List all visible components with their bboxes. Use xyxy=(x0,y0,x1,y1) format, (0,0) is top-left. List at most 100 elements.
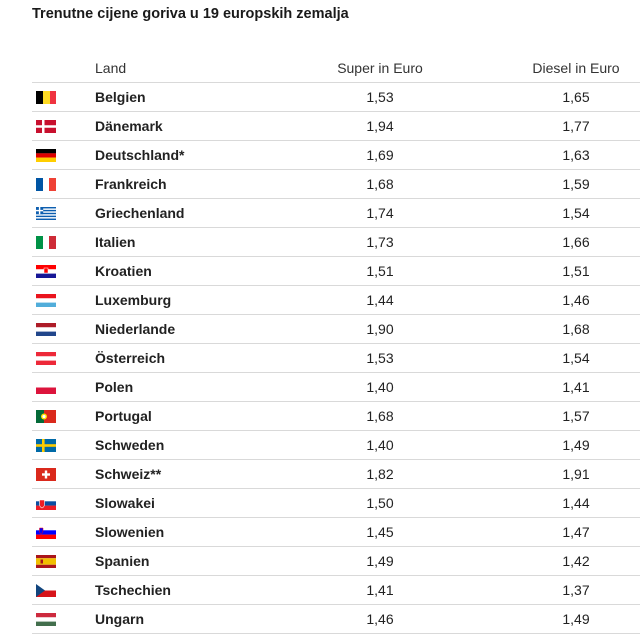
super-price: 1,49 xyxy=(366,553,394,569)
country-name: Schweiz** xyxy=(95,466,162,482)
diesel-price: 1,63 xyxy=(562,147,590,163)
country-name: Frankreich xyxy=(95,176,167,192)
super-price: 1,53 xyxy=(366,89,394,105)
table-row: Frankreich 1,68 1,59 xyxy=(32,170,640,199)
super-price: 1,44 xyxy=(366,292,394,308)
slovakia-flag-icon xyxy=(36,497,56,510)
country-name: Italien xyxy=(95,234,136,250)
table-row: Portugal 1,68 1,57 xyxy=(32,402,640,431)
austria-flag-icon xyxy=(36,352,56,365)
diesel-price: 1,42 xyxy=(562,553,590,569)
country-name: Dänemark xyxy=(95,118,163,134)
diesel-price: 1,57 xyxy=(562,408,590,424)
diesel-price: 1,77 xyxy=(562,118,590,134)
super-price: 1,69 xyxy=(366,147,394,163)
super-price: 1,68 xyxy=(366,408,394,424)
portugal-flag-icon xyxy=(36,410,56,423)
super-price: 1,74 xyxy=(366,205,394,221)
france-flag-icon xyxy=(36,178,56,191)
country-name: Österreich xyxy=(95,350,166,366)
country-name: Ungarn xyxy=(95,611,144,627)
diesel-price: 1,46 xyxy=(562,292,590,308)
super-price: 1,41 xyxy=(366,582,394,598)
sweden-flag-icon xyxy=(36,439,56,452)
country-name: Portugal xyxy=(95,408,152,424)
country-name: Tschechien xyxy=(95,582,171,598)
super-price: 1,50 xyxy=(366,495,394,511)
table-row: Luxemburg 1,44 1,46 xyxy=(32,286,640,315)
country-name: Slowenien xyxy=(95,524,165,540)
country-name: Slowakei xyxy=(95,495,155,511)
super-price: 1,73 xyxy=(366,234,394,250)
table-row: Spanien 1,49 1,42 xyxy=(32,547,640,576)
table-row: Deutschland* 1,69 1,63 xyxy=(32,141,640,170)
diesel-price: 1,41 xyxy=(562,379,590,395)
table-row: Österreich 1,53 1,54 xyxy=(32,344,640,373)
diesel-price: 1,91 xyxy=(562,466,590,482)
table-row: Slowakei 1,50 1,44 xyxy=(32,489,640,518)
table-row: Dänemark 1,94 1,77 xyxy=(32,112,640,141)
super-price: 1,53 xyxy=(366,350,394,366)
table-row: Polen 1,40 1,41 xyxy=(32,373,640,402)
table-row: Kroatien 1,51 1,51 xyxy=(32,257,640,286)
diesel-price: 1,37 xyxy=(562,582,590,598)
country-name: Kroatien xyxy=(95,263,152,279)
diesel-price: 1,49 xyxy=(562,611,590,627)
super-price: 1,94 xyxy=(366,118,394,134)
table-row: Niederlande 1,90 1,68 xyxy=(32,315,640,344)
diesel-price: 1,44 xyxy=(562,495,590,511)
denmark-flag-icon xyxy=(36,120,56,133)
country-name: Belgien xyxy=(95,89,146,105)
table-row: Slowenien 1,45 1,47 xyxy=(32,518,640,547)
super-price: 1,51 xyxy=(366,263,394,279)
column-header-diesel: Diesel in Euro xyxy=(532,60,620,76)
super-price: 1,45 xyxy=(366,524,394,540)
table-row: Italien 1,73 1,66 xyxy=(32,228,640,257)
diesel-price: 1,49 xyxy=(562,437,590,453)
germany-flag-icon xyxy=(36,149,56,162)
slovenia-flag-icon xyxy=(36,526,56,539)
spain-flag-icon xyxy=(36,555,56,568)
greece-flag-icon xyxy=(36,207,56,220)
czech-flag-icon xyxy=(36,584,56,597)
table-row: Belgien 1,53 1,65 xyxy=(32,83,640,112)
column-header-super: Super in Euro xyxy=(337,60,423,76)
table-row: Schweiz** 1,82 1,91 xyxy=(32,460,640,489)
table-row: Ungarn 1,46 1,49 xyxy=(32,605,640,634)
country-name: Griechenland xyxy=(95,205,185,221)
belgium-flag-icon xyxy=(36,91,56,104)
diesel-price: 1,54 xyxy=(562,350,590,366)
diesel-price: 1,65 xyxy=(562,89,590,105)
diesel-price: 1,51 xyxy=(562,263,590,279)
country-name: Niederlande xyxy=(95,321,176,337)
switzerland-flag-icon xyxy=(36,468,56,481)
super-price: 1,40 xyxy=(366,437,394,453)
country-name: Luxemburg xyxy=(95,292,172,308)
super-price: 1,90 xyxy=(366,321,394,337)
luxembourg-flag-icon xyxy=(36,294,56,307)
diesel-price: 1,54 xyxy=(562,205,590,221)
croatia-flag-icon xyxy=(36,265,56,278)
super-price: 1,46 xyxy=(366,611,394,627)
netherlands-flag-icon xyxy=(36,323,56,336)
country-name: Schweden xyxy=(95,437,165,453)
country-name: Deutschland* xyxy=(95,147,185,163)
diesel-price: 1,68 xyxy=(562,321,590,337)
hungary-flag-icon xyxy=(36,613,56,626)
country-name: Spanien xyxy=(95,553,150,569)
diesel-price: 1,47 xyxy=(562,524,590,540)
column-header-land: Land xyxy=(95,60,127,76)
super-price: 1,82 xyxy=(366,466,394,482)
poland-flag-icon xyxy=(36,381,56,394)
table-row: Tschechien 1,41 1,37 xyxy=(32,576,640,605)
table-title: Trenutne cijene goriva u 19 europskih ze… xyxy=(32,6,349,22)
diesel-price: 1,59 xyxy=(562,176,590,192)
italy-flag-icon xyxy=(36,236,56,249)
super-price: 1,40 xyxy=(366,379,394,395)
table-header-row: Land Super in Euro Diesel in Euro xyxy=(32,54,640,83)
fuel-price-table: Land Super in Euro Diesel in Euro Belgie… xyxy=(32,54,640,634)
super-price: 1,68 xyxy=(366,176,394,192)
country-name: Polen xyxy=(95,379,134,395)
diesel-price: 1,66 xyxy=(562,234,590,250)
table-row: Schweden 1,40 1,49 xyxy=(32,431,640,460)
